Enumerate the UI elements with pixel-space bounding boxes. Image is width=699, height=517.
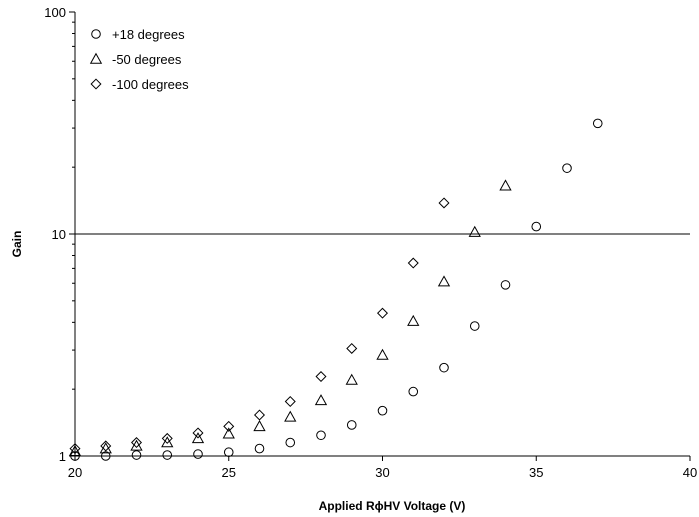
data-point-circle bbox=[193, 449, 203, 459]
data-point-circle bbox=[469, 321, 480, 331]
legend-marker-diamond bbox=[90, 78, 102, 90]
data-point-diamond bbox=[376, 307, 389, 319]
data-point-circle bbox=[408, 386, 419, 397]
legend-label: -50 degrees bbox=[112, 52, 182, 67]
legend-label: -100 degrees bbox=[112, 77, 189, 92]
data-point-diamond bbox=[100, 440, 112, 452]
data-point-triangle bbox=[253, 420, 266, 432]
data-point-diamond bbox=[161, 432, 173, 444]
data-point-diamond bbox=[438, 197, 450, 209]
data-point-diamond bbox=[346, 342, 358, 354]
data-point-triangle bbox=[407, 314, 420, 326]
y-tick-label: 100 bbox=[44, 5, 66, 20]
data-point-triangle bbox=[191, 432, 205, 444]
data-point-diamond bbox=[130, 437, 143, 449]
data-point-triangle bbox=[284, 410, 297, 422]
y-tick-label: 10 bbox=[52, 227, 66, 242]
x-tick-label: 40 bbox=[683, 465, 697, 480]
plot-area: 20 25 30 35 40 1 10 100 bbox=[44, 5, 697, 480]
data-point-circle bbox=[592, 118, 603, 129]
data-point-triangle bbox=[499, 179, 512, 191]
x-axis-title: Applied RϕHV Voltage (V) bbox=[319, 499, 466, 513]
data-point-circle bbox=[377, 405, 388, 416]
data-point-circle bbox=[223, 447, 234, 458]
legend-marker-triangle bbox=[89, 52, 103, 64]
data-point-circle bbox=[439, 362, 449, 373]
data-point-triangle bbox=[222, 427, 235, 439]
data-point-triangle bbox=[376, 348, 389, 360]
y-tick-label: 1 bbox=[59, 449, 66, 464]
data-point-circle bbox=[100, 451, 111, 461]
data-point-circle bbox=[285, 437, 296, 448]
x-tick-label: 35 bbox=[529, 465, 543, 480]
data-point-circle bbox=[162, 450, 173, 460]
data-point-diamond bbox=[69, 443, 81, 455]
y-axis-title: Gain bbox=[10, 231, 24, 258]
data-point-triangle bbox=[314, 394, 328, 406]
data-point-triangle bbox=[345, 373, 358, 385]
legend-item: -100 degrees bbox=[90, 77, 189, 92]
x-tick-label: 20 bbox=[68, 465, 82, 480]
x-axis-ticks: 20 25 30 35 40 bbox=[68, 456, 697, 480]
legend-marker-circle bbox=[91, 29, 101, 39]
data-point-triangle bbox=[161, 436, 174, 448]
data-point-diamond bbox=[223, 420, 235, 432]
data-point-triangle bbox=[468, 225, 481, 237]
data-point-circle bbox=[346, 420, 357, 430]
y-axis-ticks: 1 10 100 bbox=[44, 5, 75, 464]
data-point-diamond bbox=[315, 371, 327, 383]
series-diamond bbox=[69, 197, 450, 455]
data-point-circle bbox=[500, 280, 511, 290]
x-tick-label: 25 bbox=[222, 465, 236, 480]
data-point-triangle bbox=[130, 439, 143, 451]
legend-label: +18 degrees bbox=[112, 27, 185, 42]
data-point-diamond bbox=[192, 427, 204, 439]
data-point-circle bbox=[131, 450, 142, 460]
legend: +18 degrees -50 degrees -100 degrees bbox=[89, 27, 189, 92]
series-circle bbox=[70, 118, 603, 461]
legend-item: -50 degrees bbox=[89, 52, 182, 67]
data-point-circle bbox=[562, 163, 572, 173]
data-markers bbox=[68, 118, 603, 461]
series-triangle bbox=[68, 179, 512, 457]
data-point-circle bbox=[531, 221, 542, 232]
data-point-triangle bbox=[437, 275, 451, 287]
data-point-diamond bbox=[253, 409, 266, 421]
data-point-diamond bbox=[284, 395, 296, 408]
data-point-circle bbox=[316, 430, 326, 441]
legend-item: +18 degrees bbox=[91, 27, 185, 42]
data-point-diamond bbox=[407, 257, 419, 269]
data-point-circle bbox=[254, 443, 265, 454]
x-tick-label: 30 bbox=[375, 465, 389, 480]
